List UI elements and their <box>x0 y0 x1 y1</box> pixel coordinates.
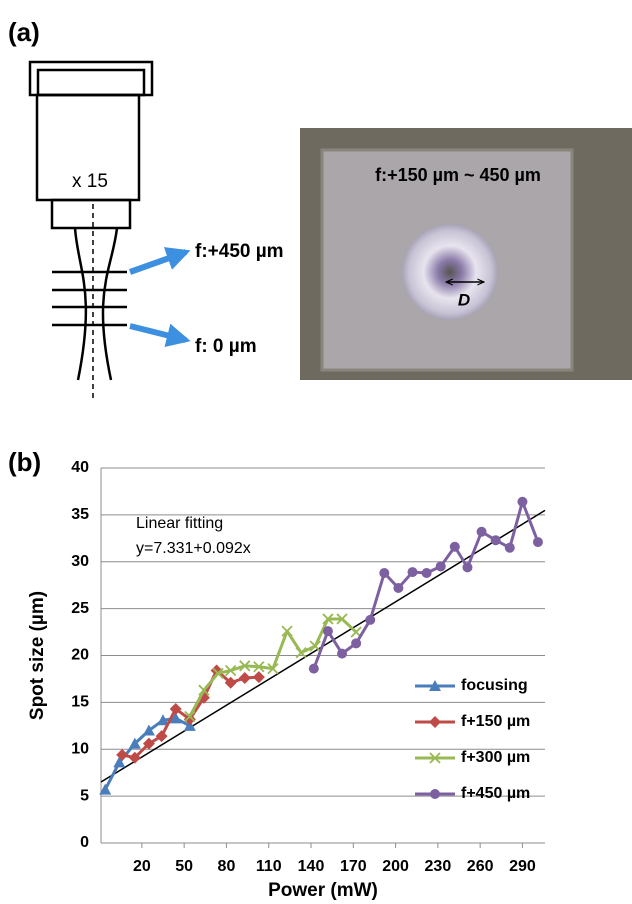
point <box>155 730 168 743</box>
panel-label: (a) <box>8 17 40 47</box>
y-tick-label: 35 <box>71 506 89 523</box>
point <box>169 702 182 715</box>
point <box>238 672 251 684</box>
point <box>476 526 487 537</box>
x-tick-label: 290 <box>509 858 536 875</box>
panel-label: (b) <box>8 447 41 477</box>
point <box>504 542 515 553</box>
x-axis-title: Power (mW) <box>268 880 378 901</box>
point <box>309 640 321 652</box>
legend-label: focusing <box>461 677 528 694</box>
point <box>517 496 528 507</box>
point <box>267 662 279 675</box>
x-tick-label: 170 <box>340 858 367 875</box>
legend-label: f+150 µm <box>461 713 530 730</box>
y-tick-label: 40 <box>71 459 89 476</box>
diameter-label: D <box>458 290 470 309</box>
legend-label: f+300 µm <box>461 749 530 766</box>
arrow <box>129 323 191 347</box>
y-tick-label: 30 <box>71 553 89 570</box>
point <box>113 756 126 768</box>
legend-label: f+450 µm <box>461 785 530 802</box>
point <box>116 748 129 761</box>
point <box>379 568 390 578</box>
point <box>532 537 543 548</box>
point <box>393 583 404 593</box>
point <box>322 626 333 637</box>
y-tick-label: 25 <box>71 600 89 617</box>
point <box>212 667 224 679</box>
magnification: x 15 <box>72 171 108 192</box>
point <box>184 710 196 723</box>
annotation: Linear fitting <box>136 515 223 532</box>
annotation: y=7.331+0.092x <box>136 540 251 557</box>
point <box>308 663 319 674</box>
point <box>252 671 265 684</box>
point <box>337 648 348 659</box>
y-tick-label: 5 <box>80 787 89 804</box>
point <box>128 751 141 764</box>
point <box>281 625 293 637</box>
point <box>421 568 432 578</box>
x-tick-label: 200 <box>382 858 409 875</box>
point <box>142 737 155 750</box>
point <box>490 535 501 546</box>
arrow <box>128 247 191 275</box>
point <box>365 614 376 625</box>
y-tick-label: 10 <box>71 740 89 757</box>
x-tick-label: 260 <box>467 858 494 875</box>
point <box>322 613 334 625</box>
point <box>142 724 155 736</box>
point <box>253 661 265 673</box>
point <box>183 713 196 726</box>
x-tick-label: 110 <box>256 858 282 875</box>
series-line <box>312 500 540 670</box>
photo-caption: f:+150 µm ~ 450 µm <box>375 165 541 185</box>
point <box>435 561 446 572</box>
y-tick-label: 0 <box>80 834 89 851</box>
point <box>336 613 348 625</box>
point <box>198 684 210 696</box>
legend-marker <box>430 789 440 799</box>
y-tick-label: 20 <box>71 647 89 664</box>
point <box>157 714 170 726</box>
point <box>462 562 473 573</box>
point <box>224 676 237 689</box>
legend-marker <box>429 752 441 764</box>
x-tick-label: 140 <box>298 858 325 875</box>
focus-label: f:+450 µm <box>195 241 284 262</box>
legend-marker <box>429 680 441 691</box>
laser-spot <box>402 224 498 320</box>
point <box>169 712 182 724</box>
objective <box>28 60 154 398</box>
y-axis-title: Spot size (µm) <box>27 591 48 720</box>
point <box>183 719 196 731</box>
x-tick-label: 80 <box>218 858 236 875</box>
x-tick-label: 50 <box>175 858 193 875</box>
point <box>99 783 112 795</box>
point <box>449 541 460 552</box>
point <box>239 660 251 672</box>
x-tick-label: 230 <box>425 858 452 875</box>
y-tick-label: 15 <box>71 694 89 711</box>
point <box>225 664 237 677</box>
point <box>351 638 362 649</box>
x-tick-label: 20 <box>133 858 151 875</box>
legend-marker <box>429 716 441 728</box>
point <box>295 647 307 659</box>
point <box>128 737 141 749</box>
point <box>407 567 418 578</box>
focus-label: f: 0 µm <box>195 336 257 357</box>
